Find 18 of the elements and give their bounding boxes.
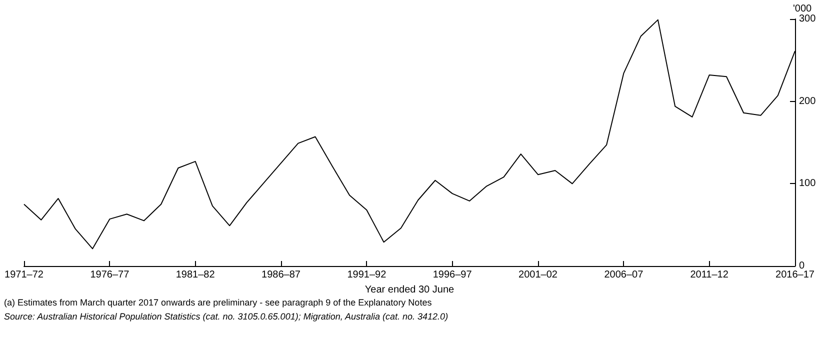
x-tick-label: 1971–72 <box>4 270 44 280</box>
x-tick-label: 1991–92 <box>347 270 387 280</box>
source-note: Source: Australian Historical Population Statistics (cat. no. 3105.0.65.001); Migration, Australia (cat. no. 3412.0) <box>4 312 448 322</box>
y-axis-title: '000 <box>793 4 812 15</box>
x-tick-label: 2006–07 <box>604 270 644 280</box>
x-axis-title: Year ended 30 June <box>364 284 455 296</box>
x-tick-label: 2011–12 <box>690 270 729 280</box>
x-tick-label: 1996–97 <box>432 270 472 280</box>
text: (a) Estimates from March quarter 2017 onwards are preliminary - see paragraph 9 of the Explanatory Notes <box>4 298 432 308</box>
x-tick-label: 1981–82 <box>176 270 216 280</box>
y-tick-label: 100 <box>799 178 816 190</box>
x-tick-label: 1986–87 <box>262 270 301 280</box>
x-tick-label: 1976–77 <box>90 270 130 280</box>
x-tick-label: 2001–02 <box>518 270 558 280</box>
y-tick-label: 200 <box>799 96 816 107</box>
y-tick-label: 300 <box>799 14 816 24</box>
y-tick-label: 0 <box>799 260 805 272</box>
x-tick-label: 2016–17 <box>776 270 815 280</box>
